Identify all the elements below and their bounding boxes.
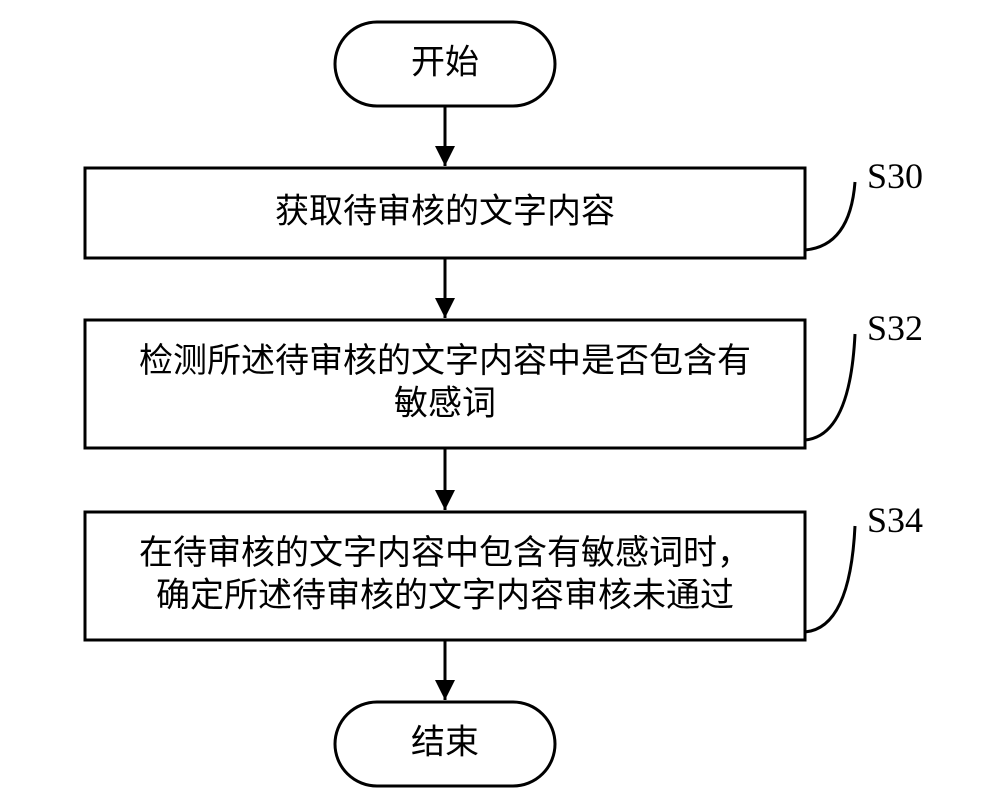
node-label: 开始 [411, 43, 479, 81]
step-label: S32 [867, 308, 923, 348]
node-label: 获取待审核的文字内容 [275, 192, 615, 230]
node-label: 在待审核的文字内容中包含有敏感词时， [139, 534, 751, 572]
flowchart-canvas: 开始获取待审核的文字内容 S30 检测所述待审核的文字内容中是否包含有敏感词 S32 在… [0, 0, 1000, 806]
node-label: 敏感词 [394, 385, 496, 423]
node-label: 检测所述待审核的文字内容中是否包含有 [139, 342, 751, 380]
step-label: S34 [867, 500, 923, 540]
step-label: S30 [867, 156, 923, 196]
node-label: 结束 [411, 723, 479, 761]
node-label: 确定所述待审核的文字内容审核未通过 [156, 577, 734, 615]
